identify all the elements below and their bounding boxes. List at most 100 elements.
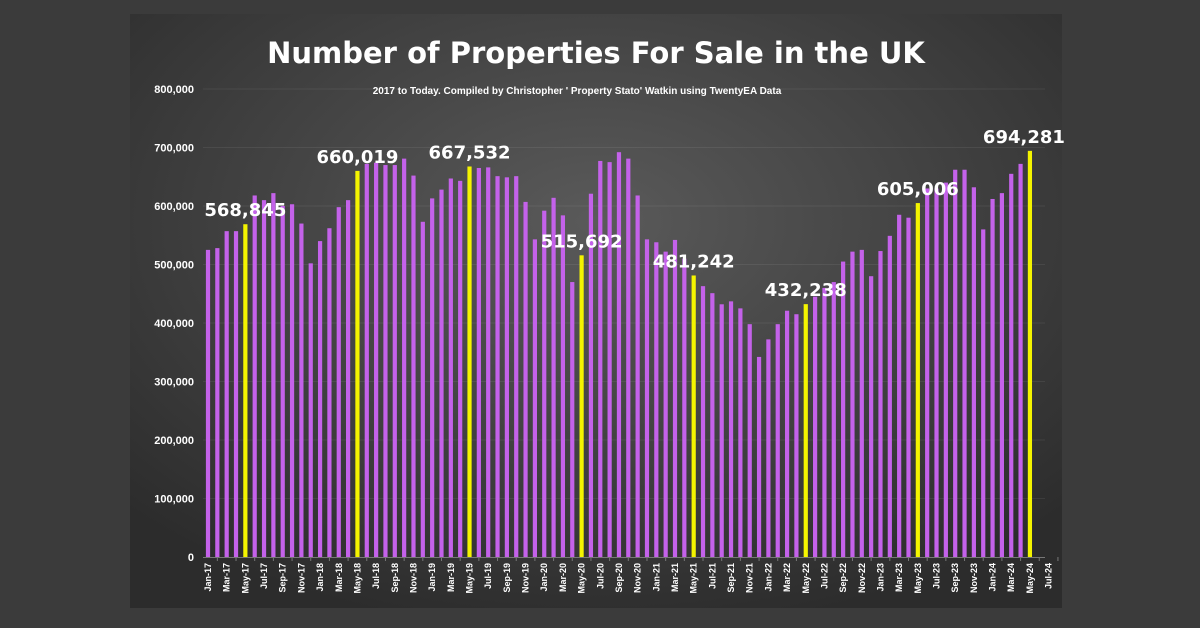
bar-Aug-23 [943, 182, 948, 557]
data-label: 515,692 [541, 231, 623, 252]
bar-Nov-19 [523, 201, 528, 557]
bar-Jan-20 [542, 210, 547, 557]
bar-May-19 [467, 166, 472, 557]
bar-Apr-17 [233, 231, 239, 557]
bar-Jan-18 [317, 241, 323, 557]
x-tick-label: Nov-17 [296, 563, 306, 593]
bar-Aug-18 [383, 165, 388, 558]
bar-Dec-17 [308, 263, 313, 557]
data-label: 660,019 [316, 147, 398, 168]
x-tick-label: Nov-22 [857, 563, 867, 593]
x-tick-label: Jul-22 [819, 563, 829, 589]
x-tick-label: Sep-20 [614, 563, 624, 593]
bar-Jun-21 [700, 286, 706, 557]
x-tick-label: Jan-24 [988, 563, 998, 592]
x-tick-label: Mar-22 [782, 563, 792, 592]
bar-Jul-17 [261, 200, 267, 557]
x-tick-label: Mar-24 [1006, 563, 1016, 592]
bar-Oct-21 [738, 308, 743, 557]
bar-Nov-22 [859, 249, 864, 557]
x-tick-label: Sep-22 [838, 563, 848, 593]
bar-Dec-22 [869, 276, 874, 557]
bar-Oct-17 [289, 204, 295, 557]
x-tick-label: Jan-21 [651, 563, 661, 592]
bar-Dec-19 [532, 239, 537, 557]
x-tick-label: Jan-20 [539, 563, 549, 592]
bar-Oct-20 [626, 158, 631, 558]
x-tick-label: Jan-23 [875, 563, 885, 592]
bar-Apr-22 [794, 314, 799, 557]
bar-Nov-20 [635, 195, 640, 557]
bar-May-22 [803, 304, 808, 557]
bar-Jul-23 [934, 188, 939, 557]
bar-Feb-17 [215, 248, 220, 557]
bar-Jun-23 [925, 188, 930, 557]
bar-May-24 [1027, 150, 1033, 557]
x-tick-label: Jul-24 [1044, 563, 1054, 589]
x-tick-label: Mar-19 [446, 563, 456, 592]
bar-Jun-22 [813, 296, 818, 557]
bar-Feb-24 [999, 193, 1004, 557]
data-label: 481,242 [653, 251, 735, 272]
x-tick-label: Jul-18 [371, 563, 381, 589]
x-tick-label: Jul-21 [707, 563, 717, 589]
bar-Jul-20 [598, 160, 603, 557]
bar-Jan-21 [654, 242, 659, 557]
bar-May-23 [915, 203, 920, 558]
bar-Aug-22 [831, 282, 836, 557]
x-tick-label: May-24 [1025, 563, 1035, 594]
x-tick-label: Jan-19 [427, 563, 437, 592]
bar-Oct-19 [514, 176, 519, 558]
data-label: 432,238 [765, 280, 847, 301]
x-tick-label: Jan-22 [763, 563, 773, 592]
bar-Jan-17 [205, 249, 211, 557]
y-tick-label: 800,000 [154, 84, 194, 96]
y-tick-label: 200,000 [154, 435, 194, 447]
bar-Dec-20 [644, 239, 650, 557]
y-tick-label: 100,000 [154, 494, 194, 506]
bar-Sep-18 [392, 165, 397, 558]
bar-Oct-23 [962, 169, 967, 558]
bar-Sep-17 [280, 206, 285, 557]
x-tick-label: Jul-20 [595, 563, 605, 589]
x-tick-label: Sep-17 [278, 563, 288, 593]
bar-Mar-24 [1009, 173, 1014, 557]
bar-Aug-20 [607, 162, 612, 557]
bar-Nov-18 [411, 175, 416, 557]
bar-Mar-18 [336, 207, 341, 558]
chart-subtitle: 2017 to Today. Compiled by Christopher '… [373, 86, 782, 97]
x-tick-label: Mar-20 [558, 563, 568, 592]
bar-Oct-18 [402, 158, 407, 558]
bar-Feb-21 [663, 251, 668, 557]
bar-Jan-23 [878, 251, 883, 558]
bar-Mar-17 [224, 231, 229, 557]
bar-Oct-22 [850, 251, 855, 557]
bar-Apr-23 [906, 217, 911, 557]
bar-May-21 [691, 275, 696, 557]
bar-Mar-19 [448, 178, 453, 557]
bar-Sep-23 [953, 169, 958, 558]
bar-Apr-19 [458, 180, 463, 557]
data-label: 694,281 [983, 127, 1065, 148]
y-tick-label: 600,000 [154, 201, 194, 213]
bar-Sep-21 [728, 301, 734, 557]
x-tick-label: Sep-19 [502, 563, 512, 593]
data-label: 605,006 [877, 179, 959, 200]
x-tick-label: Sep-23 [950, 563, 960, 593]
data-label: 667,532 [429, 142, 511, 163]
chart-panel [130, 14, 1062, 608]
bar-Mar-20 [560, 215, 566, 558]
bar-May-18 [355, 170, 360, 557]
bar-May-17 [243, 224, 248, 557]
bar-Jun-20 [588, 193, 594, 557]
bar-Jun-19 [476, 167, 481, 557]
bar-Nov-21 [747, 324, 752, 557]
bar-Nov-23 [971, 187, 976, 557]
bar-Jan-24 [990, 198, 995, 558]
x-tick-label: Nov-19 [521, 563, 531, 593]
bar-Jul-18 [374, 162, 379, 557]
bar-Dec-18 [420, 221, 425, 558]
x-tick-label: Jul-17 [259, 563, 269, 589]
bar-Feb-23 [887, 235, 892, 557]
